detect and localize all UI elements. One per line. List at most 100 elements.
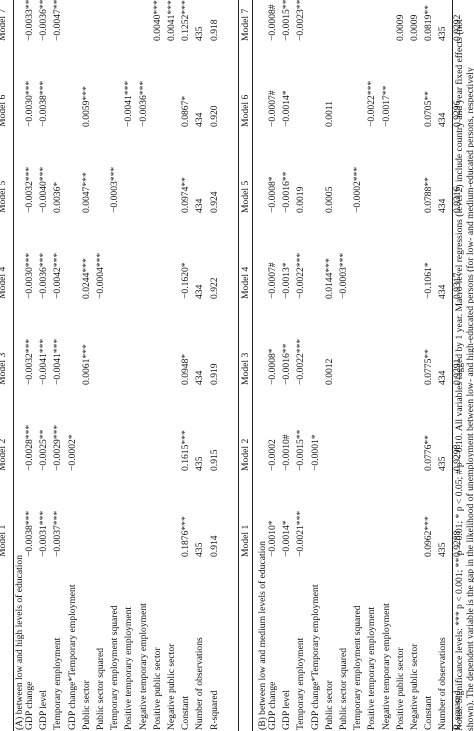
cell: −0.0004*** [95, 252, 106, 299]
row-label: Number of observations [437, 637, 449, 730]
cell: 0.0009 [394, 14, 406, 41]
cell: 0.0974** [180, 177, 192, 213]
row-label: GDP change [24, 681, 35, 730]
cell: 0.1876*** [180, 516, 192, 557]
row-label: Temporary employment [52, 637, 64, 730]
cell: −0.0037*** [52, 510, 64, 557]
column-header: Model 2 [0, 439, 8, 471]
row-label: Number of observations [194, 637, 206, 730]
cell: −0.0002* [66, 434, 78, 471]
row-label: R-squared [451, 690, 463, 730]
cell: −0.0040*** [38, 166, 50, 213]
cell: −0.0003*** [109, 166, 121, 213]
rule [238, 0, 239, 731]
cell: −0.0013* [281, 262, 293, 299]
row-label: Negative public sector [409, 643, 420, 730]
column-header: Model 1 [240, 524, 251, 557]
cell: 0.9288 [451, 530, 463, 557]
row-label: Constant [180, 695, 192, 730]
cell: 0.9296 [451, 100, 463, 127]
cell: −0.0010* [267, 520, 278, 557]
cell: 0.0009 [409, 14, 420, 41]
cell: −0.0032*** [24, 166, 35, 213]
cell: 0.0948* [180, 353, 192, 385]
cell: 0.9316 [451, 186, 463, 213]
column-header: Model 2 [240, 438, 251, 471]
cell: −0.0029*** [52, 424, 64, 471]
cell: 0.0012 [323, 358, 335, 385]
column-header: Model 3 [240, 352, 251, 385]
cell: 434 [437, 284, 449, 299]
cell: 434 [437, 112, 449, 127]
column-header: Model 5 [0, 181, 8, 213]
cell: −0.0022*** [295, 252, 307, 299]
column-header: Model 5 [240, 180, 251, 213]
cell: −0.0008* [267, 348, 278, 385]
row-label: Public sector [80, 680, 92, 730]
cell: 0.914 [208, 535, 220, 557]
column-header: Model 6 [240, 94, 251, 127]
cell: 0.0705** [423, 91, 435, 127]
cell: −0.0022*** [366, 80, 378, 127]
column-header: Model 3 [0, 353, 8, 385]
rule [252, 0, 253, 731]
cell: −0.0042*** [52, 252, 64, 299]
row-label: R-squared [208, 690, 220, 730]
cell: 0.1615*** [180, 430, 192, 471]
cell: −0.0007# [267, 90, 278, 127]
cell: −0.0014* [281, 520, 293, 557]
cell: 0.9292 [451, 14, 463, 41]
cell: −0.0041*** [38, 338, 50, 385]
cell: −0.0015** [295, 429, 307, 471]
cell: −0.0032*** [24, 338, 35, 385]
cell: 0.0005 [323, 186, 335, 213]
cell: 0.918 [208, 19, 220, 41]
row-label: Positive public sector [151, 647, 163, 730]
cell: 435 [437, 26, 449, 41]
cell: −0.0002*** [352, 166, 364, 213]
row-label: Public sector squared [95, 647, 106, 730]
cell: 0.0788** [423, 177, 435, 213]
cell: −0.0031*** [38, 510, 50, 557]
cell: 0.0011 [323, 100, 335, 127]
cell: 0.9317 [451, 272, 463, 299]
cell: 434 [194, 198, 206, 213]
cell: −0.0003*** [338, 252, 349, 299]
cell: −0.0038*** [24, 510, 35, 557]
cell: 0.0819** [423, 5, 435, 41]
column-header: Model 7 [0, 9, 8, 41]
row-label: Negative public sector [166, 643, 177, 730]
row-label: GDP level [38, 690, 50, 730]
cell: 0.0144*** [323, 258, 335, 299]
cell: −0.0016** [281, 343, 293, 385]
cell: 435 [437, 456, 449, 471]
cell: −0.0036*** [137, 80, 149, 127]
row-label: Positive temporary employment [366, 606, 378, 730]
cell: 434 [437, 198, 449, 213]
cell: −0.0021*** [295, 510, 307, 557]
row-label: Temporary employment [295, 637, 307, 730]
cell: 434 [194, 370, 206, 385]
cell: −0.0017** [380, 85, 392, 127]
cell: −0.0008* [267, 176, 278, 213]
cell: 0.0036* [52, 181, 64, 213]
row-label: GDP level [281, 690, 293, 730]
row-label: GDP change [267, 681, 278, 730]
cell: −0.0010# [281, 434, 293, 471]
cell: 0.0019 [295, 186, 307, 213]
column-header: Model 7 [240, 8, 251, 41]
cell: 435 [194, 542, 206, 557]
cell: 0.1252*** [180, 0, 192, 41]
cell: 435 [194, 456, 206, 471]
row-label: Negative temporary employment [380, 603, 392, 730]
cell: 434 [437, 370, 449, 385]
cell: 0.9298 [451, 444, 463, 471]
cell: −0.0047*** [52, 0, 64, 41]
row-label: GDP change*Temporary employment [66, 584, 78, 730]
cell: 434 [194, 284, 206, 299]
cell: 0.0867* [180, 95, 192, 127]
cell: 0.922 [208, 277, 220, 299]
row-label: GDP change*Temporary employment [309, 584, 321, 730]
column-header: Model 4 [0, 267, 8, 299]
